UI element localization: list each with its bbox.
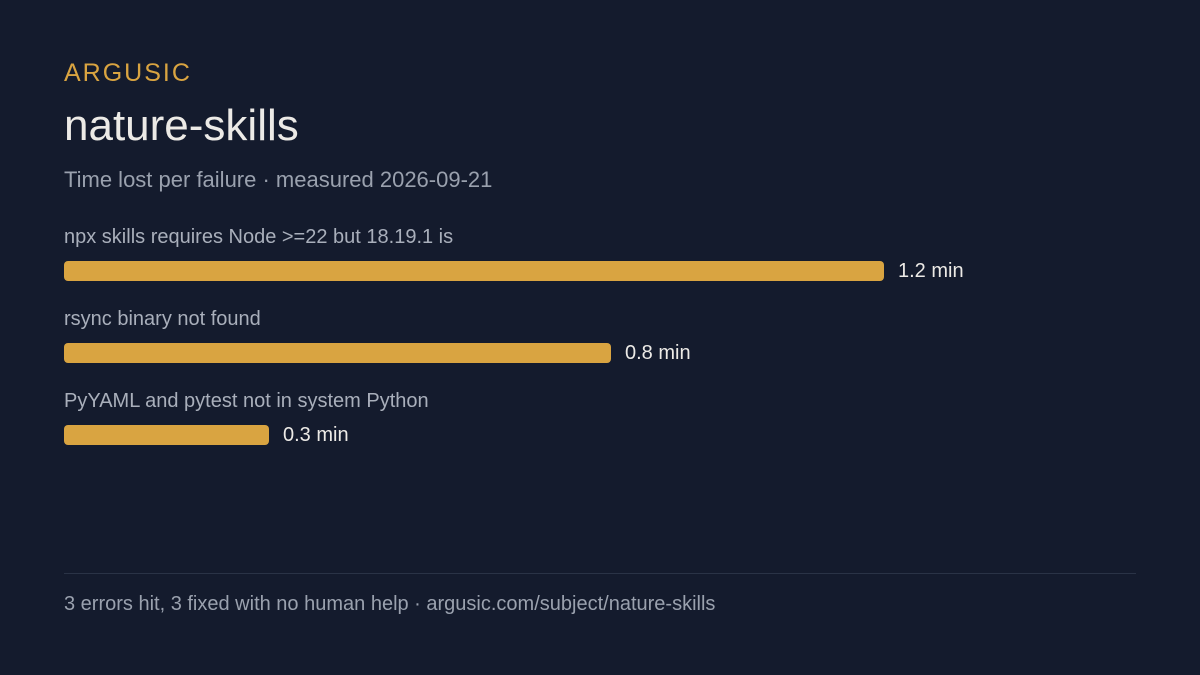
bar-value-label: 1.2 min — [898, 260, 964, 282]
bar-category-label: npx skills requires Node >=22 but 18.19.… — [64, 226, 453, 248]
brand-label: ARGUSIC — [64, 59, 192, 87]
bar — [64, 261, 884, 281]
page-title: nature-skills — [64, 101, 299, 150]
bar-value-label: 0.3 min — [283, 424, 349, 446]
bar — [64, 343, 611, 363]
bar-category-label: rsync binary not found — [64, 308, 261, 330]
bar-category-label: PyYAML and pytest not in system Python — [64, 390, 429, 412]
page-subtitle: Time lost per failure · measured 2026-09… — [64, 167, 493, 192]
bar — [64, 425, 269, 445]
bar-value-label: 0.8 min — [625, 342, 691, 364]
footer-text: 3 errors hit, 3 fixed with no human help… — [64, 593, 716, 615]
footer-divider — [64, 573, 1136, 574]
